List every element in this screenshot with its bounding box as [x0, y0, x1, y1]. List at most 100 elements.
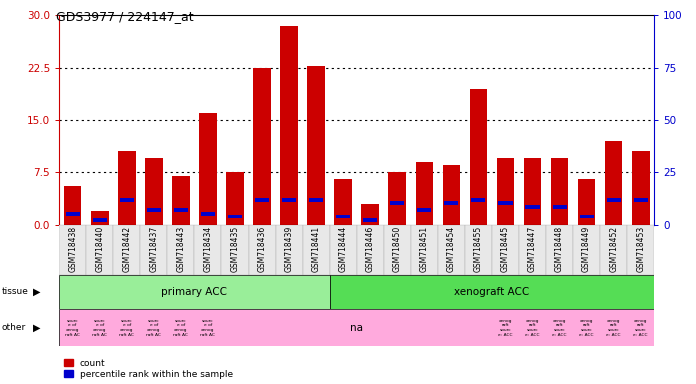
- Text: GSM718454: GSM718454: [447, 226, 456, 272]
- Bar: [276, 225, 303, 275]
- Bar: [388, 172, 406, 225]
- Bar: [336, 215, 350, 218]
- Text: GSM718437: GSM718437: [150, 226, 158, 272]
- Text: xenograft ACC: xenograft ACC: [454, 287, 530, 297]
- Text: sourc
e of
xenog
raft AC: sourc e of xenog raft AC: [65, 319, 80, 337]
- Bar: [172, 176, 190, 225]
- Bar: [255, 199, 269, 202]
- Text: GSM718445: GSM718445: [501, 226, 510, 272]
- Text: xenog
raft
sourc
e: ACC: xenog raft sourc e: ACC: [553, 319, 567, 337]
- Bar: [578, 179, 595, 225]
- Text: sourc
e of
xenog
raft AC: sourc e of xenog raft AC: [200, 319, 215, 337]
- Bar: [546, 225, 573, 275]
- Bar: [147, 208, 161, 212]
- Text: other: other: [1, 323, 26, 332]
- Bar: [86, 225, 113, 275]
- Bar: [497, 158, 514, 225]
- Text: GSM718450: GSM718450: [393, 226, 402, 272]
- Bar: [470, 89, 487, 225]
- Text: GSM718452: GSM718452: [609, 226, 618, 272]
- Text: xenog
raft
sourc
e: ACC: xenog raft sourc e: ACC: [498, 319, 513, 337]
- Bar: [580, 215, 594, 218]
- Bar: [573, 225, 600, 275]
- Text: ▶: ▶: [33, 287, 41, 297]
- Bar: [303, 225, 330, 275]
- Bar: [199, 113, 216, 225]
- Bar: [194, 225, 221, 275]
- Bar: [600, 225, 627, 275]
- Bar: [471, 199, 485, 202]
- Bar: [361, 204, 379, 225]
- Bar: [418, 208, 432, 212]
- Text: xenog
raft
sourc
e: ACC: xenog raft sourc e: ACC: [525, 319, 540, 337]
- Bar: [498, 201, 512, 205]
- Text: GDS3977 / 224147_at: GDS3977 / 224147_at: [56, 10, 193, 23]
- Bar: [416, 162, 433, 225]
- Text: xenog
raft
sourc
e: ACC: xenog raft sourc e: ACC: [633, 319, 648, 337]
- Bar: [492, 225, 519, 275]
- Bar: [525, 205, 539, 209]
- Bar: [330, 275, 654, 309]
- Bar: [632, 151, 649, 225]
- Bar: [145, 158, 163, 225]
- Bar: [248, 225, 276, 275]
- Bar: [605, 141, 622, 225]
- Text: GSM718447: GSM718447: [528, 226, 537, 272]
- Text: GSM718455: GSM718455: [474, 226, 483, 272]
- Text: sourc
e of
xenog
raft AC: sourc e of xenog raft AC: [93, 319, 107, 337]
- Bar: [519, 225, 546, 275]
- Bar: [308, 66, 325, 225]
- Bar: [118, 151, 136, 225]
- Bar: [357, 225, 383, 275]
- Text: sourc
e of
xenog
raft AC: sourc e of xenog raft AC: [119, 319, 134, 337]
- Text: ▶: ▶: [33, 323, 41, 333]
- Text: GSM718440: GSM718440: [95, 226, 104, 272]
- Bar: [167, 225, 194, 275]
- Text: GSM718449: GSM718449: [582, 226, 591, 272]
- Text: GSM718434: GSM718434: [203, 226, 212, 272]
- Text: GSM718451: GSM718451: [420, 226, 429, 272]
- Bar: [228, 215, 242, 218]
- Text: GSM718436: GSM718436: [258, 226, 267, 272]
- Text: GSM718441: GSM718441: [312, 226, 321, 272]
- Bar: [113, 225, 141, 275]
- Bar: [59, 275, 330, 309]
- Bar: [120, 199, 134, 202]
- Bar: [141, 225, 167, 275]
- Bar: [64, 186, 81, 225]
- Text: GSM718443: GSM718443: [176, 226, 185, 272]
- Bar: [633, 199, 648, 202]
- Text: xenog
raft
sourc
e: ACC: xenog raft sourc e: ACC: [606, 319, 621, 337]
- Text: GSM718439: GSM718439: [285, 226, 294, 272]
- Bar: [334, 179, 352, 225]
- Bar: [93, 218, 106, 222]
- Bar: [174, 208, 188, 212]
- Bar: [59, 225, 86, 275]
- Bar: [65, 212, 80, 216]
- Text: GSM718446: GSM718446: [365, 226, 374, 272]
- Bar: [438, 225, 465, 275]
- Bar: [553, 205, 567, 209]
- Bar: [443, 166, 460, 225]
- Bar: [444, 201, 459, 205]
- Text: GSM718435: GSM718435: [230, 226, 239, 272]
- Legend: count, percentile rank within the sample: count, percentile rank within the sample: [63, 359, 233, 379]
- Text: sourc
e of
xenog
raft AC: sourc e of xenog raft AC: [146, 319, 161, 337]
- Bar: [91, 211, 109, 225]
- Text: GSM718453: GSM718453: [636, 226, 645, 272]
- Text: GSM718438: GSM718438: [68, 226, 77, 272]
- Bar: [221, 225, 248, 275]
- Text: na: na: [350, 323, 363, 333]
- Bar: [363, 218, 377, 222]
- Bar: [551, 158, 569, 225]
- Bar: [330, 225, 357, 275]
- Bar: [309, 199, 323, 202]
- Text: tissue: tissue: [1, 287, 29, 296]
- Bar: [253, 68, 271, 225]
- Text: xenog
raft
sourc
e: ACC: xenog raft sourc e: ACC: [579, 319, 594, 337]
- Bar: [390, 201, 404, 205]
- Bar: [607, 199, 621, 202]
- Bar: [282, 199, 296, 202]
- Bar: [465, 225, 492, 275]
- Text: GSM718444: GSM718444: [339, 226, 348, 272]
